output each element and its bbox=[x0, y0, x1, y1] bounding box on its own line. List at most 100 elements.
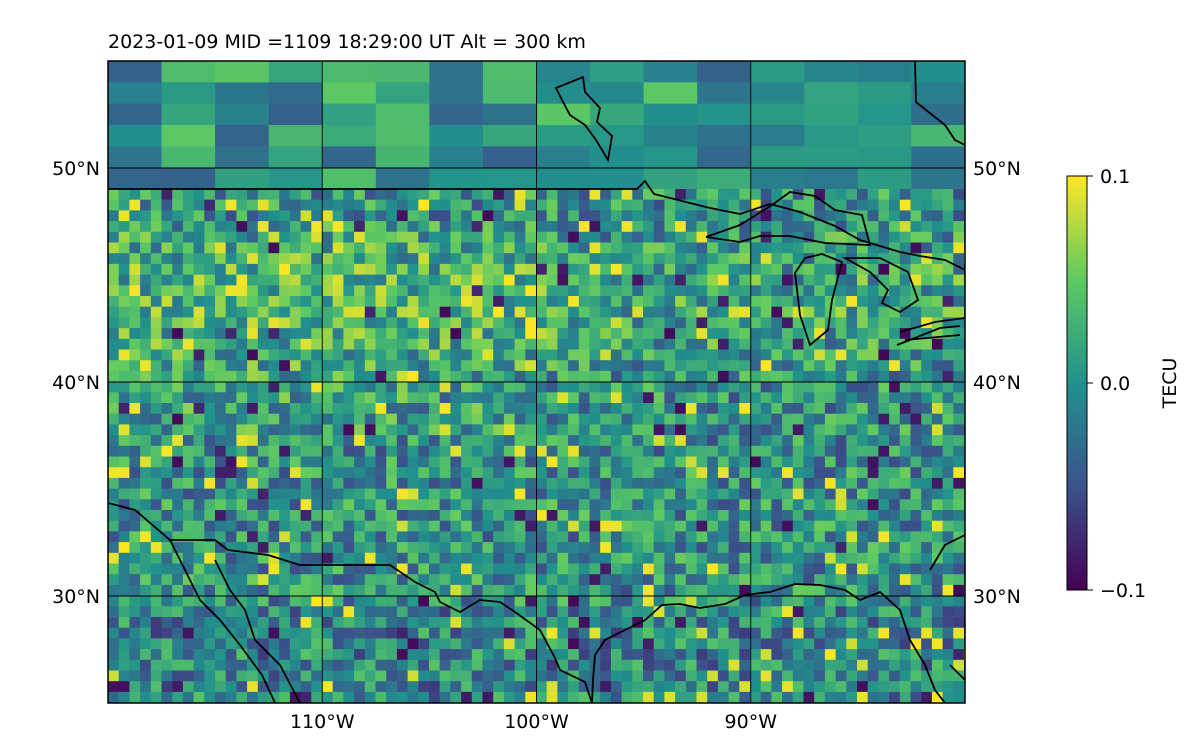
tec-cell bbox=[824, 563, 837, 575]
tec-cell bbox=[707, 627, 719, 639]
tec-cell bbox=[536, 125, 591, 147]
tec-cell bbox=[728, 649, 740, 661]
tec-cell bbox=[675, 531, 687, 543]
tec-cell bbox=[332, 231, 344, 243]
tec-cell bbox=[364, 317, 376, 329]
tec-cell bbox=[172, 520, 184, 532]
tec-cell bbox=[536, 370, 548, 383]
tec-cell bbox=[653, 627, 665, 639]
tec-cell bbox=[503, 542, 516, 554]
tec-cell bbox=[589, 542, 601, 554]
tec-cell bbox=[697, 167, 752, 190]
tec-cell bbox=[717, 435, 730, 447]
tec-cell bbox=[803, 531, 815, 543]
tec-cell bbox=[300, 659, 312, 671]
tec-cell bbox=[771, 445, 783, 457]
tec-cell bbox=[878, 413, 890, 425]
tec-cell bbox=[407, 381, 419, 393]
tec-cell bbox=[525, 306, 537, 318]
tec-cell bbox=[461, 424, 473, 436]
tec-cell bbox=[161, 210, 173, 222]
tec-cell bbox=[717, 413, 730, 425]
tec-cell bbox=[814, 445, 826, 457]
tec-cell bbox=[311, 627, 323, 639]
tec-cell bbox=[814, 606, 826, 618]
tec-cell bbox=[450, 681, 462, 693]
tec-cell bbox=[450, 477, 462, 490]
tec-cell bbox=[685, 499, 697, 511]
tec-cell bbox=[461, 531, 473, 543]
tec-cell bbox=[600, 702, 612, 703]
tec-cell bbox=[546, 467, 558, 479]
tec-cell bbox=[685, 510, 697, 522]
tec-cell bbox=[525, 488, 537, 500]
tec-cell bbox=[300, 563, 312, 575]
tec-cell bbox=[867, 381, 879, 393]
tec-cell bbox=[653, 563, 665, 575]
tec-cell bbox=[814, 263, 826, 276]
tec-cell bbox=[878, 510, 890, 522]
tec-cell bbox=[311, 445, 323, 457]
tec-cell bbox=[118, 574, 130, 586]
tec-cell bbox=[824, 617, 837, 629]
tec-cell bbox=[108, 349, 120, 361]
tec-cell bbox=[857, 103, 913, 126]
tec-cell bbox=[846, 499, 858, 511]
tec-cell bbox=[771, 435, 783, 447]
tec-cell bbox=[760, 306, 772, 318]
tec-cell bbox=[514, 413, 526, 425]
tec-cell bbox=[739, 403, 751, 415]
tec-cell bbox=[610, 306, 623, 318]
tec-cell bbox=[503, 210, 516, 222]
tec-cell bbox=[247, 221, 259, 233]
tec-cell bbox=[514, 681, 526, 693]
tec-cell bbox=[578, 189, 590, 201]
tec-cell bbox=[835, 584, 847, 597]
tec-cell bbox=[129, 617, 141, 629]
tec-cell bbox=[728, 381, 740, 393]
tec-cell bbox=[546, 435, 558, 447]
tec-cell bbox=[204, 296, 216, 308]
tec-cell bbox=[610, 552, 623, 564]
tec-cell bbox=[407, 520, 419, 532]
tec-cell bbox=[750, 103, 805, 126]
tec-cell bbox=[632, 702, 644, 703]
tec-cell bbox=[204, 435, 216, 447]
tec-cell bbox=[728, 531, 740, 543]
tec-cell bbox=[675, 649, 687, 661]
tec-cell bbox=[696, 296, 708, 308]
tec-cell bbox=[247, 617, 259, 629]
tec-cell bbox=[546, 542, 558, 554]
tec-cell bbox=[407, 306, 419, 318]
tec-cell bbox=[760, 681, 772, 693]
tec-cell bbox=[418, 627, 430, 639]
tec-cell bbox=[289, 627, 302, 639]
tec-cell bbox=[889, 467, 901, 479]
tec-cell bbox=[803, 488, 815, 500]
tec-cell bbox=[600, 477, 612, 490]
tec-cell bbox=[760, 349, 772, 361]
tec-cell bbox=[846, 638, 858, 650]
tec-cell bbox=[493, 670, 505, 682]
tec-cell bbox=[482, 360, 494, 372]
tec-cell bbox=[514, 199, 526, 211]
tec-cell bbox=[632, 392, 644, 404]
tec-cell bbox=[150, 531, 162, 543]
tec-cell bbox=[386, 456, 398, 468]
tec-cell bbox=[931, 370, 944, 383]
tec-cell bbox=[610, 274, 623, 286]
tec-cell bbox=[942, 338, 954, 350]
tec-cell bbox=[150, 296, 162, 308]
tec-cell bbox=[846, 659, 858, 671]
tec-cell bbox=[568, 542, 580, 554]
tec-cell bbox=[557, 574, 569, 586]
tec-cell bbox=[589, 360, 601, 372]
tec-cell bbox=[150, 456, 162, 468]
tec-cell bbox=[664, 424, 676, 436]
tec-cell bbox=[289, 659, 302, 671]
tec-cell bbox=[172, 445, 184, 457]
tec-cell bbox=[236, 520, 248, 532]
tec-cell bbox=[279, 403, 291, 415]
tec-cell bbox=[375, 317, 387, 329]
tec-cell bbox=[386, 403, 398, 415]
